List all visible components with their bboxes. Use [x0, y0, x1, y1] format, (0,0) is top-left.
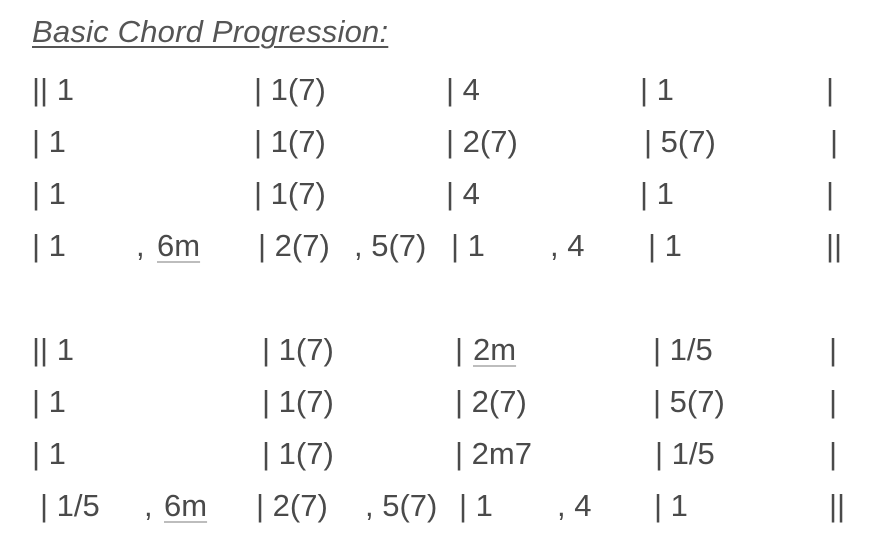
progression-line: || 1 | 1(7) | 4 | 1 | — [0, 70, 882, 114]
chord-token: | — [826, 72, 835, 107]
progression-line: | 1/5, 6m | 2(7) , 5(7) | 1 , 4 | 1 || — [0, 486, 882, 530]
chord-token: | 1 — [32, 228, 66, 263]
chord-token: || 1 — [32, 72, 74, 107]
chord-token: | — [829, 332, 838, 367]
chord-token: | 4 — [446, 72, 480, 107]
linked-chord[interactable]: 6m — [164, 488, 208, 523]
chord-token: , 5(7) — [354, 228, 427, 263]
chord-token: , 4 — [550, 228, 585, 263]
chord-token: | 2(7) — [455, 384, 527, 419]
chord-token: | 1/5 — [653, 332, 713, 367]
chord-token: | 1 — [451, 228, 485, 263]
chord-token: | 1 — [654, 488, 688, 523]
chord-token: , 4 — [557, 488, 592, 523]
chord-token: || — [829, 488, 846, 523]
progression-line: | 1 | 1(7) | 4 | 1 | — [0, 174, 882, 218]
chord-token: | 1 — [640, 176, 674, 211]
chord-token: , — [144, 488, 153, 523]
chord-token: | 5(7) — [644, 124, 716, 159]
chord-token: | 1(7) — [254, 176, 326, 211]
chord-token: | — [826, 176, 835, 211]
linked-chord[interactable]: 6m — [157, 228, 201, 263]
page-title: Basic Chord Progression: — [32, 14, 389, 49]
chord-token: | 1 — [648, 228, 682, 263]
chord-token: | 1 — [32, 176, 66, 211]
chord-token: | 1 — [640, 72, 674, 107]
chord-token: | 2(7) — [446, 124, 518, 159]
progression-line: | 1 | 1(7) | 2(7) | 5(7) | — [0, 122, 882, 166]
chord-token: | — [829, 384, 838, 419]
chord-token: | 1/5 — [655, 436, 715, 471]
chord-token: || — [826, 228, 843, 263]
chord-token: | 1/5 — [40, 488, 100, 523]
linked-chord[interactable]: 2m — [473, 332, 517, 367]
chord-token: | 2m7 — [455, 436, 532, 471]
chord-token: | 1(7) — [262, 332, 334, 367]
chord-token: | — [455, 332, 464, 367]
chord-token: | 1(7) — [254, 72, 326, 107]
chord-token: | 2(7) — [258, 228, 330, 263]
chord-token: | 2(7) — [256, 488, 328, 523]
progression-line: | 1 | 1(7) | 2m7 | 1/5 | — [0, 434, 882, 478]
progression-line: | 1, 6m | 2(7) , 5(7) | 1 , 4 | 1 || — [0, 226, 882, 270]
chord-token: | 5(7) — [653, 384, 725, 419]
chord-token: | 1(7) — [262, 436, 334, 471]
chord-token: , — [136, 228, 145, 263]
progression-line: | 1 | 1(7) | 2(7) | 5(7) | — [0, 382, 882, 426]
chord-token: | 4 — [446, 176, 480, 211]
chord-token: | 1 — [32, 384, 66, 419]
chord-token: | 1 — [32, 436, 66, 471]
chord-token: , 5(7) — [365, 488, 438, 523]
chord-token: || 1 — [32, 332, 74, 367]
chord-token: | 1(7) — [262, 384, 334, 419]
chord-token: | 1(7) — [254, 124, 326, 159]
chord-token: | 1 — [32, 124, 66, 159]
chord-token: | 1 — [459, 488, 493, 523]
chord-token: | — [829, 436, 838, 471]
chord-token: | — [830, 124, 839, 159]
progression-line: || 1 | 1(7) | 2m | 1/5 | — [0, 330, 882, 374]
